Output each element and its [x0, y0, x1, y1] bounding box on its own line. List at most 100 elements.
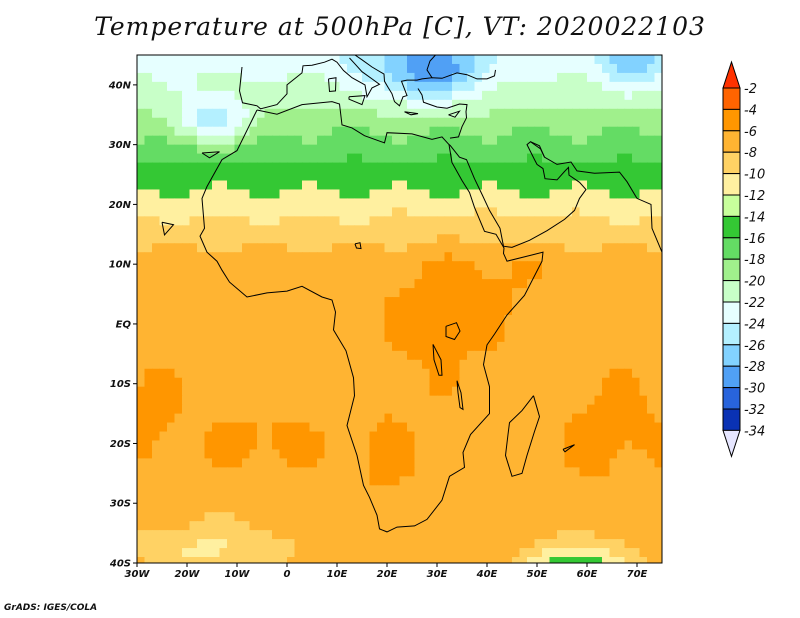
y-tick-label: EQ [116, 319, 132, 330]
field-cell [152, 368, 161, 379]
field-cell [572, 90, 581, 101]
field-cell [197, 341, 206, 352]
field-cell [189, 117, 198, 128]
field-cell [317, 521, 326, 531]
field-cell [152, 63, 161, 74]
field-cell [399, 449, 408, 460]
field-cell [399, 539, 408, 549]
field-cell [302, 216, 311, 226]
field-cell [249, 108, 258, 119]
field-cell [159, 431, 168, 442]
field-cell [444, 126, 453, 137]
field-cell [639, 548, 648, 558]
field-cell [512, 485, 521, 495]
field-cell [309, 297, 318, 307]
field-cell [549, 512, 558, 522]
field-cell [234, 117, 243, 128]
field-cell [204, 512, 213, 522]
field-cell [602, 431, 611, 442]
field-cell [602, 476, 611, 486]
field-cell [339, 494, 348, 504]
field-cell [347, 126, 356, 137]
field-cell [249, 126, 258, 137]
field-cell [264, 323, 273, 334]
field-cell [564, 512, 573, 522]
field-cell [444, 153, 453, 164]
field-cell [272, 81, 281, 92]
field-cell [542, 189, 551, 200]
field-cell [317, 297, 326, 307]
x-tick-label: 50E [527, 569, 548, 580]
field-cell [437, 288, 446, 298]
field-cell [474, 512, 483, 522]
field-cell [309, 323, 318, 334]
field-cell [542, 171, 551, 182]
field-cell [617, 306, 626, 316]
field-cell [324, 386, 333, 397]
field-cell [189, 270, 198, 280]
field-cell [512, 126, 521, 137]
field-cell [572, 198, 581, 208]
field-cell [167, 279, 176, 289]
field-cell [594, 449, 603, 460]
field-cell [497, 512, 506, 522]
field-cell [407, 234, 416, 244]
field-cell [264, 153, 273, 164]
field-cell [474, 153, 483, 164]
field-cell [264, 494, 273, 504]
field-cell [294, 63, 303, 74]
field-cell [377, 117, 386, 128]
field-cell [204, 81, 213, 92]
field-cell [227, 225, 236, 235]
field-cell [437, 512, 446, 522]
field-cell [227, 144, 236, 155]
field-cell [482, 341, 491, 352]
field-cell [219, 449, 228, 460]
field-cell [302, 404, 311, 415]
field-cell [654, 449, 662, 460]
field-cell [624, 261, 633, 271]
field-cell [422, 539, 431, 549]
field-cell [542, 99, 551, 110]
field-cell [384, 323, 393, 334]
field-cell [152, 359, 161, 370]
field-cell [647, 503, 656, 513]
field-cell [392, 162, 401, 173]
field-cell [287, 458, 296, 468]
field-cell [609, 288, 618, 298]
field-cell [587, 521, 596, 531]
field-cell [302, 350, 311, 361]
field-cell [279, 458, 288, 468]
field-cell [429, 323, 438, 334]
field-cell [587, 189, 596, 200]
field-cell [407, 108, 416, 119]
field-cell [639, 539, 648, 549]
field-cell [602, 252, 611, 262]
field-cell [339, 270, 348, 280]
field-cell [242, 368, 251, 379]
field-cell [257, 153, 266, 164]
field-cell [272, 557, 281, 563]
field-cell [564, 117, 573, 128]
field-cell [639, 117, 648, 128]
field-cell [257, 207, 266, 217]
field-cell [579, 171, 588, 182]
field-cell [422, 144, 431, 155]
field-cell [414, 117, 423, 128]
field-cell [579, 117, 588, 128]
field-cell [452, 99, 461, 110]
field-cell [632, 162, 641, 173]
field-cell [587, 270, 596, 280]
field-cell [317, 189, 326, 200]
field-cell [452, 135, 461, 146]
field-cell [632, 108, 641, 119]
field-cell [639, 261, 648, 271]
field-cell [332, 153, 341, 164]
field-cell [579, 332, 588, 343]
field-cell [489, 449, 498, 460]
field-cell [617, 153, 626, 164]
field-cell [264, 108, 273, 119]
field-cell [399, 350, 408, 361]
field-cell [137, 440, 146, 451]
field-cell [564, 530, 573, 540]
